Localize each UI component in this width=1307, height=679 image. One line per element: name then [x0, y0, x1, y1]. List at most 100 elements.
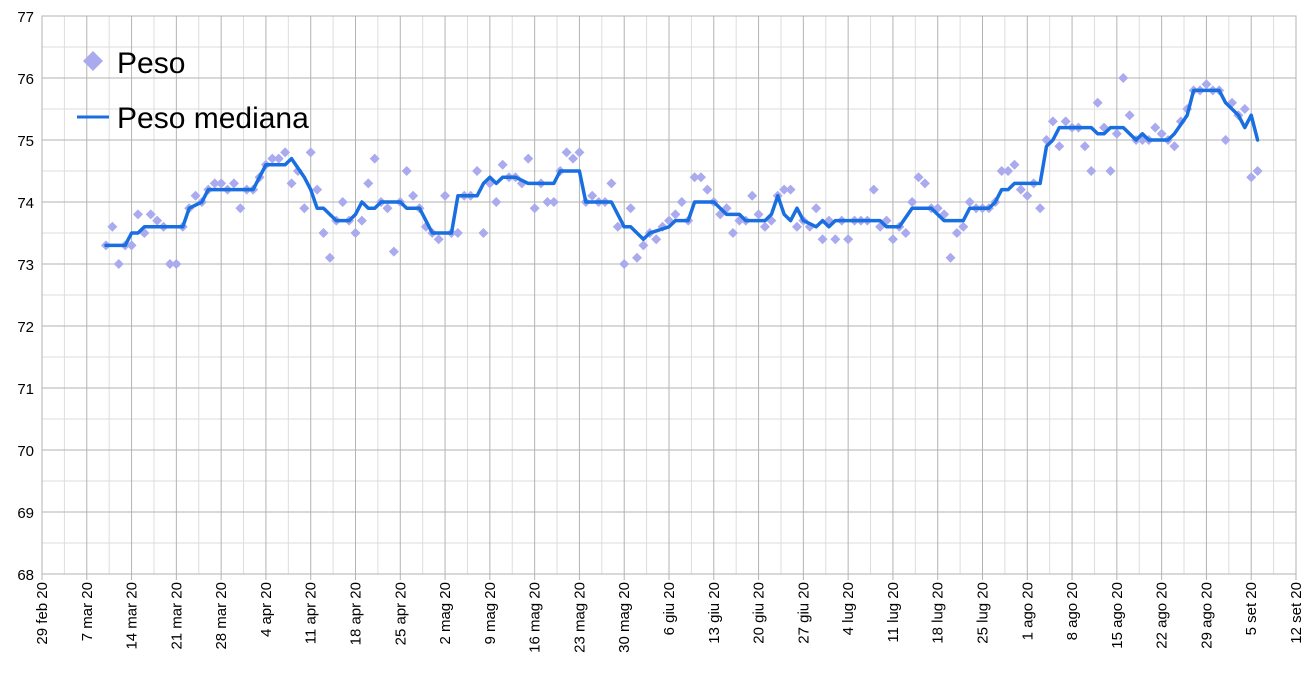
peso-point [312, 184, 323, 195]
legend-peso-label: Peso [117, 47, 185, 80]
peso-point [785, 184, 796, 195]
x-tick-label: 18 lug 20 [930, 582, 947, 644]
x-tick-label: 4 apr 20 [258, 582, 275, 637]
peso-point [267, 153, 278, 164]
peso-mediana-line [104, 88, 1260, 248]
peso-point [951, 228, 962, 238]
x-tick-label: 20 giu 20 [751, 582, 768, 644]
peso-point [1201, 79, 1212, 90]
peso-point [305, 147, 316, 158]
peso-point [299, 203, 310, 214]
peso-point [235, 203, 246, 214]
peso-point [791, 221, 802, 232]
minor-gridlines [42, 16, 1296, 574]
peso-point [670, 209, 681, 220]
peso-point [216, 178, 227, 189]
x-tick-labels: 29 feb 20 7 mar 20 14 mar 20 21 mar 20 28 ma… [34, 582, 1305, 653]
peso-point [164, 259, 175, 269]
peso-point [478, 228, 489, 238]
x-tick-label: 16 mag 20 [527, 582, 544, 653]
peso-point [440, 190, 451, 201]
peso-point [964, 197, 975, 207]
x-tick-label: 11 apr 20 [303, 582, 320, 644]
peso-point [958, 221, 969, 232]
x-tick-label: 27 giu 20 [795, 582, 812, 644]
peso-point [145, 209, 156, 220]
peso-point [452, 228, 463, 238]
peso-point [779, 184, 790, 195]
peso-point [363, 178, 374, 189]
peso-point [408, 190, 419, 201]
peso-point [209, 178, 220, 189]
x-tick-label: 7 mar 20 [79, 582, 96, 641]
peso-point [606, 178, 617, 189]
y-tick-label: 69 [17, 505, 34, 522]
peso-point [369, 153, 380, 164]
y-tick-label: 75 [17, 133, 34, 150]
peso-point [1092, 97, 1103, 108]
peso-point [529, 203, 540, 214]
peso-point [830, 234, 841, 245]
peso-point [132, 209, 143, 220]
x-tick-label: 22 ago 20 [1154, 582, 1171, 649]
x-tick-label: 23 mag 20 [571, 582, 588, 653]
axes [41, 15, 1297, 580]
peso-point [868, 184, 879, 195]
peso-point [1060, 116, 1071, 127]
peso-point [1150, 122, 1161, 133]
peso-point [337, 197, 348, 207]
peso-point [523, 153, 534, 164]
peso-point [759, 221, 770, 232]
peso-point [945, 252, 956, 263]
peso-point [1220, 135, 1231, 145]
peso-point [171, 259, 182, 269]
peso-point [126, 240, 137, 251]
peso-point [1035, 203, 1046, 214]
peso-point [107, 221, 118, 232]
x-tick-label: 15 ago 20 [1109, 582, 1126, 649]
x-tick-label: 4 lug 20 [840, 582, 857, 635]
plot-frame [41, 15, 1297, 575]
peso-point [753, 209, 764, 220]
x-tick-label: 25 lug 20 [975, 582, 992, 644]
peso-point [561, 147, 572, 158]
peso-point [900, 228, 911, 238]
peso-point [548, 197, 559, 207]
peso-point [1086, 166, 1097, 176]
y-tick-label: 74 [17, 195, 34, 212]
peso-point [324, 252, 335, 263]
peso-point [619, 259, 630, 269]
x-tick-label: 30 mag 20 [616, 582, 633, 653]
peso-point [1169, 141, 1180, 152]
x-tick-label: 28 mar 20 [213, 582, 230, 650]
peso-point [388, 246, 399, 257]
peso-point [574, 147, 585, 158]
peso-point [1111, 128, 1122, 139]
peso-point [1099, 122, 1110, 133]
peso-point [1105, 166, 1116, 176]
peso-point [280, 147, 291, 158]
x-tick-label: 13 giu 20 [706, 582, 723, 644]
peso-point [1079, 141, 1090, 152]
peso-mediana-line-series [104, 88, 1260, 248]
peso-point [382, 203, 393, 214]
peso-point [113, 259, 124, 269]
peso-point [612, 221, 623, 232]
peso-point [433, 234, 444, 245]
x-tick-label: 12 set 20 [1288, 582, 1305, 644]
peso-point [632, 252, 643, 263]
peso-point [1054, 141, 1065, 152]
peso-point [747, 190, 758, 201]
peso-point [919, 178, 930, 189]
peso-point [689, 172, 700, 183]
y-tick-labels: 68 69 70 71 72 73 74 75 76 77 [17, 9, 34, 584]
peso-point [1252, 166, 1263, 176]
peso-point [491, 197, 502, 207]
peso-point [568, 153, 579, 164]
peso-point [638, 240, 649, 251]
peso-point [676, 197, 687, 207]
peso-point [817, 234, 828, 245]
peso-point [401, 166, 412, 176]
legend: Peso Peso mediana [77, 47, 309, 135]
